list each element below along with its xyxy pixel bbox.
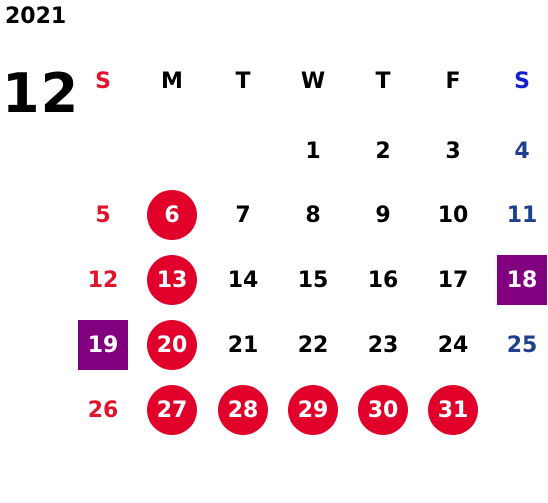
month-number: 12 [2,62,80,125]
weekday-header: S [514,68,530,94]
day-cell-22[interactable]: 22 [297,332,329,358]
day-cell-31[interactable]: 31 [428,385,478,435]
day-cell-23[interactable]: 23 [367,332,399,358]
weekday-header: T [235,68,251,94]
day-cell-15[interactable]: 15 [297,267,329,293]
day-cell-13[interactable]: 13 [147,255,197,305]
day-cell-29[interactable]: 29 [288,385,338,435]
day-cell-1[interactable]: 1 [305,138,321,164]
weekday-header: F [445,68,461,94]
day-cell-28[interactable]: 28 [218,385,268,435]
year-label: 2021 [5,4,67,29]
day-cell-11[interactable]: 11 [506,202,538,228]
day-cell-10[interactable]: 10 [437,202,469,228]
day-cell-4[interactable]: 4 [514,138,530,164]
day-cell-18[interactable]: 18 [497,255,547,305]
day-cell-12[interactable]: 12 [87,267,119,293]
day-cell-17[interactable]: 17 [437,267,469,293]
day-cell-8[interactable]: 8 [305,202,321,228]
weekday-header: M [161,68,183,94]
day-cell-3[interactable]: 3 [445,138,461,164]
day-cell-6[interactable]: 6 [147,190,197,240]
day-cell-2[interactable]: 2 [375,138,391,164]
day-cell-20[interactable]: 20 [147,320,197,370]
weekday-header: T [375,68,391,94]
weekday-header: W [300,68,326,94]
day-cell-30[interactable]: 30 [358,385,408,435]
day-cell-26[interactable]: 26 [87,397,119,423]
day-cell-5[interactable]: 5 [95,202,111,228]
day-cell-16[interactable]: 16 [367,267,399,293]
day-cell-19[interactable]: 19 [78,320,128,370]
day-cell-21[interactable]: 21 [227,332,259,358]
day-cell-7[interactable]: 7 [235,202,251,228]
weekday-header: S [95,68,111,94]
day-cell-27[interactable]: 27 [147,385,197,435]
day-cell-24[interactable]: 24 [437,332,469,358]
day-cell-9[interactable]: 9 [375,202,391,228]
day-cell-14[interactable]: 14 [227,267,259,293]
day-cell-25[interactable]: 25 [506,332,538,358]
